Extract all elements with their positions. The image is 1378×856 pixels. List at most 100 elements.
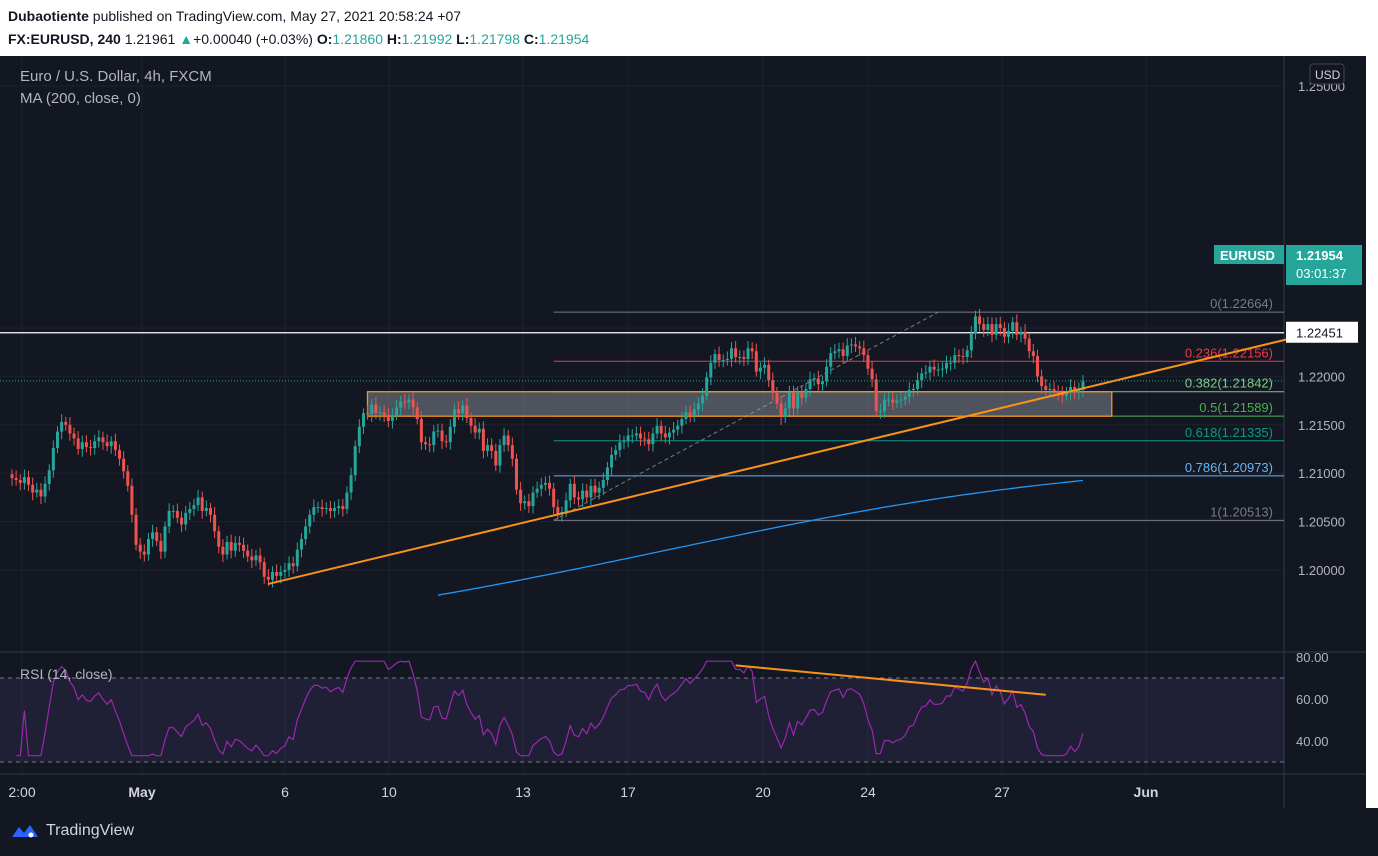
time-tick-label: Jun (1134, 784, 1159, 800)
tradingview-logo[interactable]: TradingView (10, 822, 134, 840)
time-tick-label: 27 (994, 784, 1010, 800)
candle-body (1019, 331, 1023, 335)
candle-body (415, 407, 419, 419)
candle-body (196, 497, 200, 506)
candle-body (519, 489, 523, 504)
candle-body (692, 409, 696, 416)
candle-body (820, 381, 824, 385)
time-tick-label: 13 (515, 784, 531, 800)
candle-body (333, 508, 337, 511)
currency-box (1309, 63, 1345, 85)
symbol-label: FX:EURUSD, 240 (8, 31, 121, 47)
candle-body (444, 441, 448, 443)
candle-body (527, 501, 531, 507)
candle-body (266, 576, 270, 580)
candle-body (80, 442, 84, 449)
candle-body (101, 437, 105, 443)
candle-body (55, 431, 59, 449)
candle-body (403, 401, 407, 403)
ma-legend[interactable]: MA (200, close, 0) (20, 90, 141, 107)
candle-body (328, 508, 332, 511)
candle-body (916, 380, 920, 389)
close-label: C: (523, 31, 539, 47)
candle-body (229, 541, 233, 551)
candle-body (146, 539, 150, 555)
candle-body (907, 389, 911, 397)
candle-body (324, 508, 328, 510)
candle-body (849, 344, 853, 346)
candle-body (688, 412, 692, 416)
candle-body (279, 571, 283, 576)
ohlc-row: FX:EURUSD, 240 1.21961 ▲+0.00040 (+0.03%… (8, 31, 589, 47)
fib-level-label: 0.382(1.21842) (1185, 376, 1273, 391)
candle-body (341, 506, 345, 510)
candle-body (701, 395, 705, 404)
candle-body (14, 478, 18, 480)
candle-body (308, 514, 312, 527)
candle-body (192, 505, 196, 510)
candle-body (767, 364, 771, 381)
candle-body (76, 438, 80, 449)
candle-body (535, 488, 539, 493)
candle-body (614, 449, 618, 455)
chart-canvas[interactable]: 0(1.22664)0.236(1.22156)0.382(1.21842)0.… (0, 56, 1378, 808)
time-tick-label: 17 (620, 784, 636, 800)
candle-body (457, 409, 461, 414)
candle-body (395, 407, 399, 416)
candle-body (72, 433, 76, 439)
candle-body (771, 380, 775, 393)
candle-body (204, 508, 208, 511)
candle-body (854, 344, 858, 347)
candle-body (663, 433, 667, 438)
candle-body (419, 418, 423, 443)
candle-body (705, 377, 709, 396)
candle-body (556, 507, 560, 514)
candle-body (299, 539, 303, 550)
candle-body (271, 571, 275, 580)
candle-body (370, 404, 374, 415)
candle-body (452, 409, 456, 427)
candle-body (51, 448, 55, 471)
candle-body (928, 366, 932, 373)
last-price: 1.21961 (124, 31, 176, 47)
candle-body (940, 368, 944, 370)
candle-body (572, 483, 576, 498)
candle-body (978, 316, 982, 325)
candle-body (920, 373, 924, 381)
candle-body (874, 379, 878, 412)
candle-body (440, 430, 444, 442)
candle-body (436, 430, 440, 432)
candle-body (779, 403, 783, 418)
fib-level-label: 0(1.22664) (1210, 296, 1273, 311)
author-name[interactable]: Dubaotiente (8, 8, 89, 24)
candle-body (473, 425, 477, 433)
candle-body (990, 324, 994, 335)
candle-body (428, 444, 432, 446)
candle-body (22, 477, 26, 483)
chart-area[interactable]: 0(1.22664)0.236(1.22156)0.382(1.21842)0.… (0, 56, 1378, 808)
candle-body (291, 563, 295, 567)
rsi-legend[interactable]: RSI (14, close) (20, 666, 113, 682)
candle-body (320, 507, 324, 510)
candle-body (754, 351, 758, 372)
series-legend[interactable]: Euro / U.S. Dollar, 4h, FXCM (20, 68, 212, 85)
candle-body (312, 507, 316, 515)
candle-body (1048, 388, 1052, 390)
candle-body (949, 362, 953, 364)
candle-body (763, 364, 767, 368)
candle-body (469, 418, 473, 426)
candle-body (998, 324, 1002, 328)
candle-body (171, 510, 175, 512)
candle-body (531, 492, 535, 507)
candle-body (1056, 390, 1060, 394)
close-value: 1.21954 (538, 31, 590, 47)
fib-level-label: 0.786(1.20973) (1185, 460, 1273, 475)
candle-body (142, 551, 146, 555)
candle-body (1007, 330, 1011, 337)
candle-body (357, 426, 361, 447)
candle-body (163, 526, 167, 552)
rsi-divergence-trendline (735, 664, 1046, 696)
candle-body (639, 433, 643, 439)
candle-body (667, 432, 671, 438)
candle-body (374, 404, 378, 414)
